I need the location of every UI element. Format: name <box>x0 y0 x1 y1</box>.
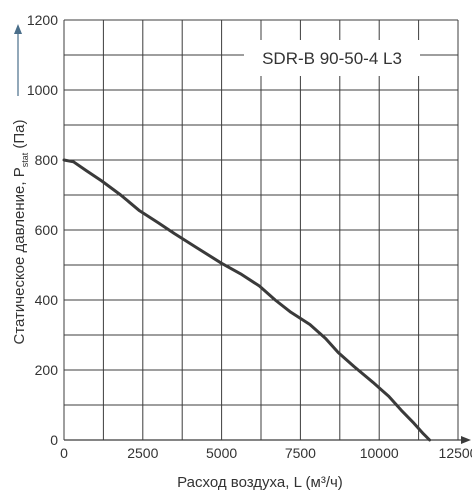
x-axis-label: Расход воздуха, L (м³/ч) <box>177 474 343 491</box>
chart-title: SDR-B 90-50-4 L3 <box>262 49 402 68</box>
performance-curve <box>62 158 432 442</box>
y-tick-label: 400 <box>35 292 59 308</box>
y-tick-label: 600 <box>35 222 59 238</box>
chart-title-background <box>244 40 420 76</box>
y-axis-label-main: Статическое давление, P <box>11 167 28 344</box>
x-tick-label: 0 <box>60 445 68 461</box>
y-tick-label: 0 <box>50 432 58 448</box>
y-axis-label-unit: (Па) <box>11 119 28 152</box>
chart-series <box>62 158 432 442</box>
chart-grid <box>63 19 459 441</box>
chart-title-box: SDR-B 90-50-4 L3 <box>244 40 420 76</box>
y-tick-label: 800 <box>35 152 59 168</box>
x-tick-label: 7500 <box>285 445 316 461</box>
y-tick-label: 200 <box>35 362 59 378</box>
chart-axes <box>14 24 471 444</box>
x-axis-arrow <box>461 436 471 444</box>
y-axis-label: Статическое давление, Pstat (Па) <box>11 119 30 344</box>
x-tick-label: 10000 <box>360 445 399 461</box>
y-tick-label: 1200 <box>27 12 58 28</box>
x-tick-label: 2500 <box>127 445 158 461</box>
x-tick-label: 5000 <box>206 445 237 461</box>
y-axis-arrow <box>14 24 22 34</box>
y-tick-label: 1000 <box>27 82 58 98</box>
y-axis-label-subscript: stat <box>20 152 30 167</box>
